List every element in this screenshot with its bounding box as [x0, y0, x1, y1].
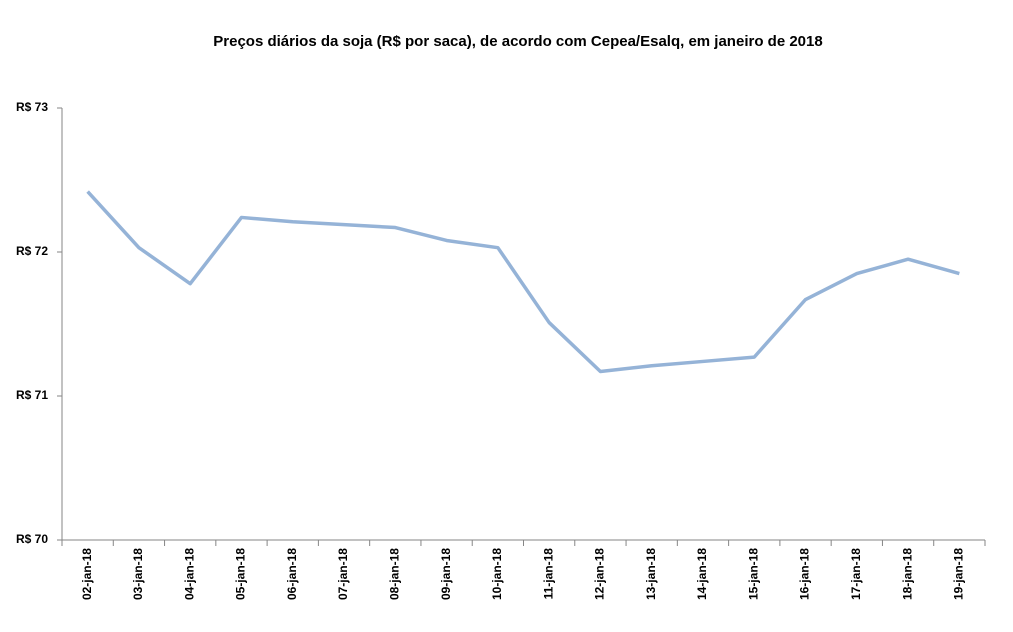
- y-tick-label: R$ 71: [16, 388, 48, 402]
- x-tick-label: 15-jan-18: [746, 548, 760, 600]
- x-tick-label: 02-jan-18: [80, 548, 94, 600]
- x-tick-label: 14-jan-18: [695, 548, 709, 600]
- x-tick-label: 09-jan-18: [439, 548, 453, 600]
- x-tick-label: 10-jan-18: [490, 548, 504, 600]
- x-tick-label: 03-jan-18: [131, 548, 145, 600]
- x-tick-label: 17-jan-18: [849, 548, 863, 600]
- x-tick-label: 16-jan-18: [798, 548, 812, 600]
- y-tick-label: R$ 70: [16, 532, 48, 546]
- x-tick-label: 07-jan-18: [336, 548, 350, 600]
- x-tick-label: 06-jan-18: [285, 548, 299, 600]
- line: [86, 190, 960, 374]
- x-tick-label: 12-jan-18: [593, 548, 607, 600]
- x-tick-label: 13-jan-18: [644, 548, 658, 600]
- x-tick-label: 18-jan-18: [900, 548, 914, 600]
- x-tick-label: 19-jan-18: [952, 548, 966, 600]
- chart-title: Preços diários da soja (R$ por saca), de…: [213, 33, 822, 50]
- x-tick-label: 08-jan-18: [387, 548, 401, 600]
- x-tick-label: 04-jan-18: [182, 548, 196, 600]
- y-tick-label: R$ 73: [16, 100, 48, 114]
- y-tick-label: R$ 72: [16, 244, 48, 258]
- x-tick-label: 11-jan-18: [541, 548, 555, 600]
- x-tick-label: 05-jan-18: [234, 548, 248, 600]
